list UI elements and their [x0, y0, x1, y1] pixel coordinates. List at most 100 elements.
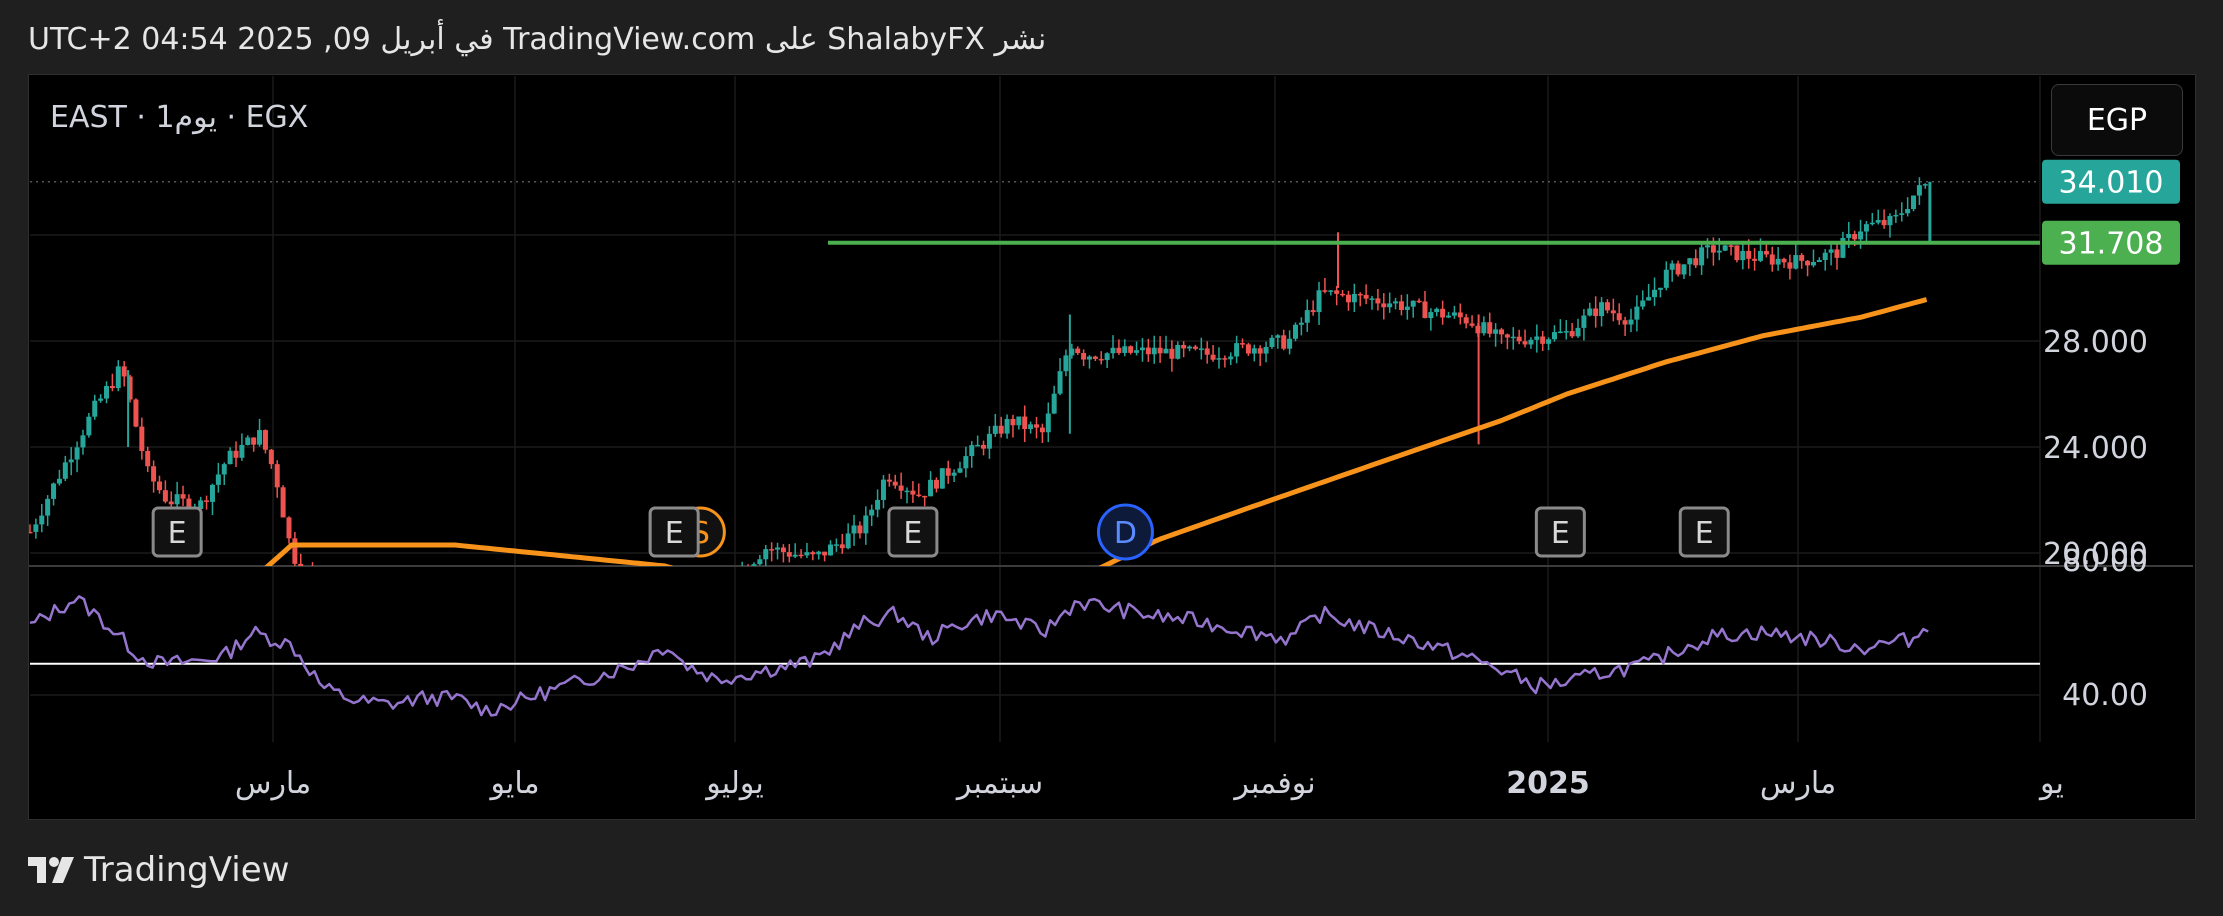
candle-body	[1434, 308, 1440, 313]
candle-body	[1245, 344, 1251, 354]
candle-body	[1469, 323, 1475, 326]
candle-body	[463, 668, 468, 674]
candle-body	[763, 549, 769, 560]
candle-body	[292, 538, 298, 564]
earnings-marker	[887, 506, 939, 558]
candle-body	[1840, 237, 1846, 258]
candle-body	[310, 571, 315, 580]
x-tick-label: نوفمبر	[1232, 766, 1315, 801]
rsi-tick-label: 80.00	[2062, 544, 2148, 579]
candle-body	[1069, 348, 1075, 356]
candle-body	[492, 666, 497, 675]
candle-body	[1905, 209, 1911, 214]
x-tick-label: مارس	[235, 766, 311, 801]
candle-body	[1863, 224, 1869, 232]
candle-body	[145, 451, 151, 467]
candle-body	[1240, 343, 1246, 345]
candle-body	[681, 619, 686, 633]
candle-body	[51, 483, 57, 499]
candle-body	[1893, 214, 1899, 217]
candle-body	[1128, 346, 1134, 353]
candle-body	[939, 468, 945, 489]
candle-body	[1705, 245, 1711, 248]
candle-body	[810, 552, 816, 555]
candle-body	[80, 435, 86, 448]
candle-body	[487, 666, 492, 668]
candle-body	[1604, 302, 1610, 311]
tradingview-logo[interactable]: TradingView	[28, 850, 289, 890]
candle-body	[498, 675, 503, 677]
candle-body	[563, 649, 568, 651]
candle-body	[1081, 353, 1087, 360]
candle-body	[215, 474, 221, 485]
candle-body	[710, 594, 715, 604]
candle-body	[1858, 231, 1864, 240]
candle-body	[1922, 184, 1928, 186]
candle-body	[1440, 308, 1446, 318]
candle-body	[1722, 245, 1728, 251]
candle-body	[1805, 260, 1811, 266]
candle-body	[1481, 322, 1487, 334]
candle-body	[839, 544, 845, 549]
candle-body	[1016, 416, 1022, 426]
candle-body	[168, 501, 174, 505]
candle-body	[1522, 341, 1528, 345]
candle-body	[1063, 355, 1069, 372]
candle-body	[1787, 262, 1793, 269]
candle-body	[1210, 354, 1216, 360]
candle-body	[880, 479, 886, 500]
candle-body	[381, 642, 386, 652]
candle-body	[1292, 324, 1298, 339]
earnings-marker-label: E	[665, 516, 684, 551]
candle-body	[1028, 424, 1034, 430]
earnings-marker-label: E	[1551, 516, 1570, 551]
candle-body	[1775, 258, 1781, 265]
candle-body	[1110, 347, 1116, 354]
candle-body	[151, 466, 157, 482]
candle-body	[1557, 331, 1563, 334]
candle-body	[1757, 251, 1763, 261]
x-tick-label: 2025	[1506, 766, 1590, 801]
candle-body	[780, 547, 786, 553]
candle-body	[334, 611, 339, 617]
candle-body	[516, 664, 521, 668]
candle-body	[1457, 312, 1463, 318]
candle-body	[957, 468, 963, 473]
price-label-box	[2042, 159, 2180, 204]
candle-body	[922, 495, 928, 498]
candle-body	[1381, 303, 1387, 308]
candle-body	[104, 386, 110, 399]
candle-body	[1116, 347, 1122, 353]
candle-body	[233, 450, 239, 458]
currency-button[interactable]: EGP	[2051, 84, 2183, 156]
candle-body	[593, 642, 598, 644]
candle-body	[404, 656, 409, 663]
candle-body	[1269, 337, 1275, 347]
candle-body	[1340, 293, 1346, 296]
candle-body	[1092, 356, 1098, 359]
candle-body	[804, 552, 810, 556]
candle-body	[1587, 308, 1593, 316]
candle-body	[851, 525, 857, 534]
candle-body	[410, 649, 415, 663]
candle-body	[262, 430, 268, 450]
candle-body	[1287, 338, 1293, 349]
candle-body	[1681, 264, 1687, 275]
candle-body	[481, 667, 486, 672]
earnings-marker	[1534, 506, 1586, 558]
candle-body	[969, 445, 975, 457]
price-tick-label: 28.000	[2043, 325, 2148, 360]
candle-body	[1345, 294, 1351, 303]
candle-body	[1616, 313, 1622, 321]
candle-body	[663, 631, 668, 641]
candle-body	[587, 642, 592, 653]
candle-body	[775, 547, 781, 550]
candle-body	[174, 494, 180, 505]
candle-body	[845, 533, 851, 549]
candle-body	[1039, 427, 1045, 433]
candle-body	[545, 654, 550, 660]
candle-body	[221, 464, 227, 475]
candle-body	[445, 658, 450, 668]
candle-body	[392, 649, 397, 651]
